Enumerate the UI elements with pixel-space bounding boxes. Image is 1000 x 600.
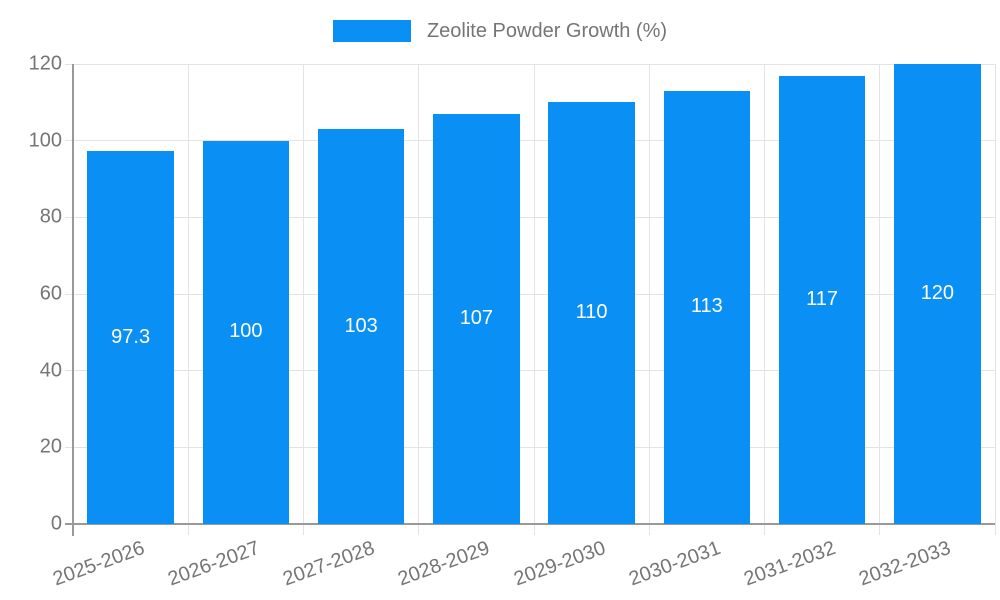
plot-area: 97.3 100 103 107 110 113 117 120 xyxy=(65,63,996,536)
y-tick-label: 100 xyxy=(28,129,62,152)
bar-2030-2031[interactable]: 113 xyxy=(663,90,751,524)
x-tick-label: 2030-2031 xyxy=(625,537,724,591)
gridline-horizontal xyxy=(65,370,995,372)
bar-2025-2026[interactable]: 97.3 xyxy=(87,151,174,524)
y-tick-label: 40 xyxy=(39,359,62,382)
gridline-vertical xyxy=(418,64,420,535)
gridline-vertical xyxy=(187,64,189,535)
gridline-horizontal xyxy=(65,446,995,448)
gridline-vertical xyxy=(648,64,650,535)
x-tick-label: 2028-2029 xyxy=(395,537,493,591)
bar-2028-2029[interactable]: 107 xyxy=(433,113,520,524)
gridline-vertical xyxy=(764,64,765,535)
bar-value-label: 100 xyxy=(229,320,263,343)
y-axis-line xyxy=(72,64,74,536)
gridline-horizontal xyxy=(65,216,995,218)
chart-legend: Zeolite Powder Growth (%) xyxy=(0,14,1000,48)
y-tick-label: 80 xyxy=(39,205,62,228)
bar-value-label: 113 xyxy=(690,295,723,318)
gridline-vertical xyxy=(303,64,304,535)
bar-value-label: 110 xyxy=(575,301,608,324)
gridline-vertical xyxy=(994,64,996,535)
bar-value-label: 120 xyxy=(920,282,955,304)
y-axis-labels: 0 20 40 60 80 100 120 xyxy=(0,53,62,535)
bar-2032-2033[interactable]: 120 xyxy=(894,64,981,524)
x-tick-label: 2026-2027 xyxy=(164,537,263,591)
gridline-horizontal xyxy=(65,293,995,295)
y-tick-label: 120 xyxy=(28,52,62,75)
gridline-vertical xyxy=(879,64,881,535)
gridline-vertical xyxy=(533,64,535,535)
bar-2027-2028[interactable]: 103 xyxy=(317,129,405,524)
bar-value-label: 117 xyxy=(806,287,839,310)
y-tick-label: 0 xyxy=(50,512,62,535)
x-axis-line xyxy=(65,523,995,525)
bar-2026-2027[interactable]: 100 xyxy=(202,140,290,524)
bar-value-label: 107 xyxy=(459,306,494,329)
x-tick-label: 2029-2030 xyxy=(510,537,609,591)
y-tick-label: 60 xyxy=(39,282,62,305)
x-tick-label: 2031-2032 xyxy=(741,537,839,591)
bar-value-label: 103 xyxy=(344,314,378,337)
x-tick-label: 2025-2026 xyxy=(49,537,148,591)
x-tick-label: 2032-2033 xyxy=(856,537,954,591)
legend-swatch[interactable] xyxy=(332,20,411,42)
y-tick-label: 20 xyxy=(39,435,62,458)
bar-2031-2032[interactable]: 117 xyxy=(778,75,866,524)
legend-label[interactable]: Zeolite Powder Growth (%) xyxy=(426,19,668,42)
gridline-horizontal xyxy=(65,63,995,65)
bar-2029-2030[interactable]: 110 xyxy=(548,102,635,524)
gridline-horizontal xyxy=(65,140,995,142)
x-tick-label: 2027-2028 xyxy=(280,537,378,591)
bar-value-label: 97.3 xyxy=(111,325,151,348)
